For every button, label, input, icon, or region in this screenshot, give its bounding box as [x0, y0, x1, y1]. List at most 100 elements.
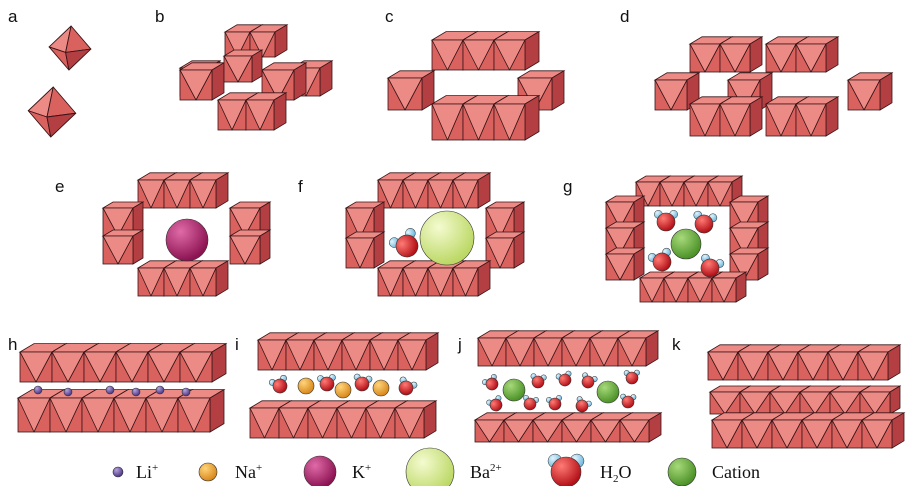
panel-label-d: d: [620, 7, 629, 26]
ba-ion: [419, 210, 475, 266]
panel-label-i: i: [235, 335, 239, 354]
li-ion: [181, 387, 191, 397]
water-molecule: [623, 369, 640, 385]
water-molecule: [654, 210, 678, 232]
legend-item-6: Cation: [667, 457, 760, 486]
li-ion: [155, 385, 165, 395]
octahedron: [188, 260, 230, 297]
octahedron: [244, 92, 288, 131]
octahedron: [794, 36, 840, 73]
octahedron: [794, 96, 840, 137]
legend-item-4: Ba2+: [405, 447, 502, 486]
panel-label-e: e: [55, 177, 64, 196]
structure-panel-h: [16, 342, 228, 433]
octahedron: [858, 385, 902, 415]
panel-label-j: j: [457, 335, 462, 354]
li-ion: [33, 385, 43, 395]
cation: [596, 380, 620, 404]
octahedron: [178, 62, 226, 101]
octahedron: [856, 344, 902, 381]
octahedron: [188, 172, 230, 209]
legend-label: K+: [352, 462, 371, 482]
octahedron: [492, 94, 541, 141]
water-molecule: [581, 372, 598, 389]
octahedron: [228, 229, 272, 265]
structure-panel-b: [178, 24, 334, 131]
structure-panel-i: [248, 332, 440, 439]
legend-label: Ba2+: [470, 462, 502, 482]
cation: [670, 228, 702, 260]
structure-panel-j: [473, 330, 663, 443]
water-molecule: [389, 228, 419, 258]
octahedron: [846, 72, 894, 111]
octahedron: [386, 70, 436, 111]
water-molecule: [575, 396, 592, 413]
water-molecule: [398, 376, 418, 396]
water-molecule: [647, 247, 672, 272]
legend-label: H2O: [600, 462, 632, 485]
legend-label: Na+: [235, 462, 262, 482]
water-molecule: [486, 395, 503, 412]
li-ion: [105, 385, 115, 395]
octahedron: [860, 412, 906, 449]
octahedron: [393, 400, 438, 439]
octahedron: [618, 412, 663, 443]
panel-label-f: f: [298, 177, 303, 196]
octahedron: [718, 96, 764, 137]
li-ion: [131, 387, 141, 397]
li-ion-icon: [112, 466, 124, 478]
panel-label-g: g: [563, 177, 572, 196]
octahedron: [451, 260, 492, 297]
octahedron: [344, 231, 386, 269]
legend-item-3: K+: [303, 455, 371, 486]
structure-panel-a: [27, 25, 92, 138]
structure-panel-k: [706, 344, 906, 449]
na-ion: [372, 379, 390, 397]
octahedron: [710, 271, 748, 303]
panel-label-a: a: [8, 7, 18, 26]
cation: [502, 378, 526, 402]
octahedron: [484, 231, 526, 269]
structure-panel-c: [386, 30, 566, 141]
water-molecule: [268, 374, 288, 394]
octahedron: [101, 201, 145, 237]
water-molecule-icon: [547, 453, 585, 486]
na-ion: [297, 377, 315, 395]
na-ion: [334, 381, 352, 399]
k-ion-icon: [303, 455, 337, 486]
panel-label-c: c: [385, 7, 394, 26]
na-ion-icon: [198, 462, 218, 482]
ba-ion-icon: [405, 447, 455, 486]
octahedron: [396, 332, 440, 371]
octahedron: [144, 388, 194, 433]
cation-icon: [667, 457, 697, 486]
water-molecule: [353, 373, 373, 392]
water-molecule: [546, 395, 562, 411]
octahedron: [176, 388, 226, 433]
water-molecule: [530, 373, 547, 389]
octahedron: [178, 342, 228, 383]
panel-label-b: b: [155, 7, 164, 26]
panel-label-k: k: [672, 335, 681, 354]
octahedron: [222, 49, 264, 83]
legend-item-5: H2O: [547, 453, 632, 486]
water-molecule: [317, 374, 336, 392]
structure-panel-d: [653, 36, 894, 137]
panel-label-h: h: [8, 335, 17, 354]
octahedron: [306, 400, 351, 439]
octahedron: [340, 332, 384, 371]
legend-label: Li+: [136, 462, 158, 482]
li-ion: [63, 387, 73, 397]
octahedron: [451, 172, 492, 209]
octahedron: [718, 36, 764, 73]
water-molecule: [620, 393, 637, 409]
legend-label: Cation: [712, 462, 760, 482]
structure-panel-g: [604, 175, 770, 303]
octahedron: [604, 247, 646, 281]
water-molecule: [693, 210, 718, 234]
octahedron: [48, 25, 92, 71]
k-ion: [165, 218, 209, 262]
structure-panel-f: [344, 172, 526, 297]
water-molecule: [523, 395, 539, 411]
